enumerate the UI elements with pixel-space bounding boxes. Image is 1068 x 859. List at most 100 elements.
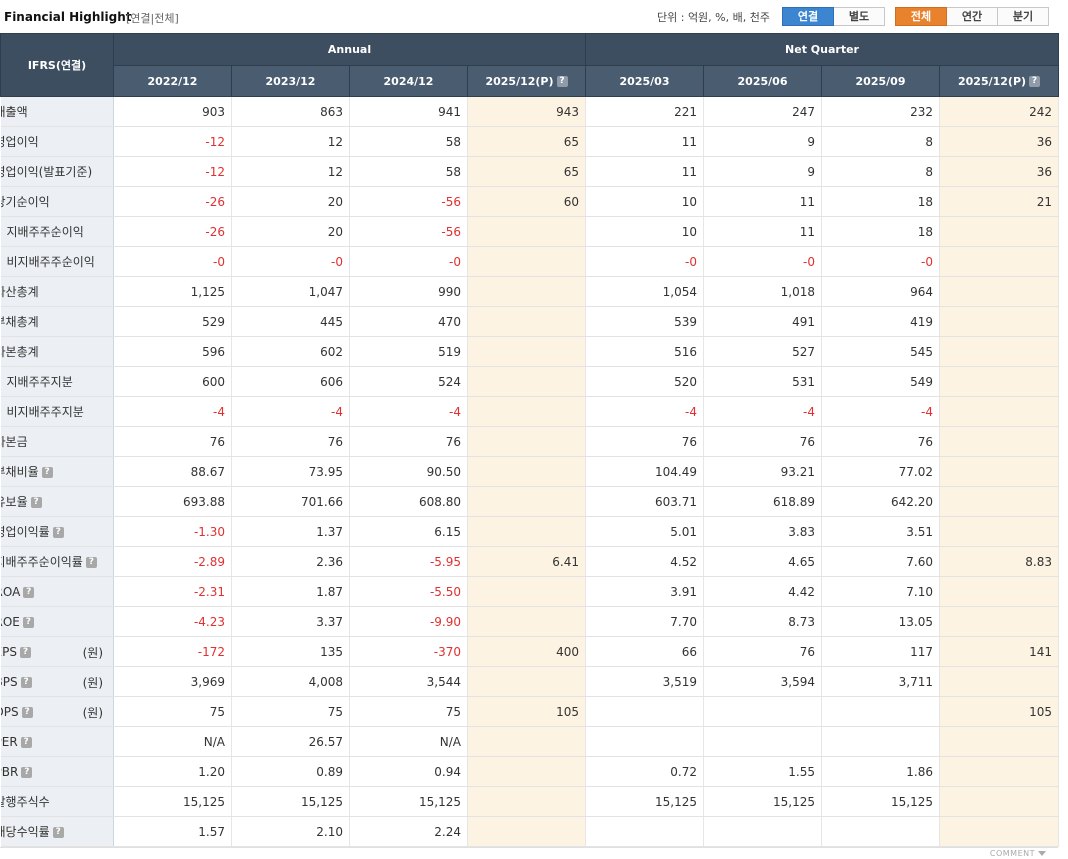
value-cell: 76 <box>821 426 941 457</box>
value-cell: 76 <box>585 426 705 457</box>
value-cell <box>939 216 1060 247</box>
help-icon[interactable]: ? <box>556 76 568 87</box>
row-label-cell: 유보율? <box>0 486 114 517</box>
value-cell: -26 <box>113 216 232 247</box>
value-cell: 93.21 <box>703 456 823 487</box>
row-label-cell: 자산총계 <box>0 276 114 307</box>
value-cell: 135 <box>231 636 350 667</box>
value-cell: 66 <box>585 636 705 667</box>
unit-won-label: (원) <box>82 676 103 690</box>
value-cell: 602 <box>231 336 350 367</box>
row-label: 자산총계 <box>1 285 39 299</box>
value-cell: 4,008 <box>231 666 350 697</box>
value-cell <box>467 726 587 757</box>
value-cell: 12 <box>231 126 350 157</box>
row-label-cell: DPS? (원) <box>0 696 114 727</box>
help-icon[interactable]: ? <box>20 736 32 748</box>
value-cell: -0 <box>231 246 350 277</box>
help-icon[interactable]: ? <box>30 497 42 508</box>
annual-header: Annual <box>112 33 587 66</box>
value-cell: -56 <box>349 186 468 217</box>
value-cell: 11 <box>703 186 823 217</box>
value-cell: -12 <box>113 126 232 157</box>
value-cell: 943 <box>467 96 587 127</box>
value-cell: 76 <box>703 636 823 667</box>
value-cell: 2.10 <box>231 816 350 847</box>
row-label: ROA <box>1 584 21 599</box>
help-icon[interactable]: ? <box>1029 76 1041 87</box>
value-cell <box>467 516 587 547</box>
help-icon[interactable]: ? <box>52 827 64 838</box>
value-cell <box>467 456 587 487</box>
value-cell: -0 <box>703 246 823 277</box>
row-label: 부채비율 <box>1 465 39 479</box>
value-cell: 1.55 <box>703 756 823 787</box>
help-icon[interactable]: ? <box>85 557 97 568</box>
row-label: PBR <box>1 764 19 779</box>
value-cell <box>585 696 705 727</box>
quarter-button[interactable]: 분기 <box>998 7 1049 26</box>
help-icon[interactable]: ? <box>21 706 33 718</box>
row-label: 발행주식수 <box>1 795 50 809</box>
help-icon[interactable]: ? <box>19 646 31 658</box>
consolidated-button[interactable]: 연결 <box>782 7 834 26</box>
value-cell: -0 <box>113 246 232 277</box>
value-cell: 232 <box>821 96 941 127</box>
value-cell: 60 <box>467 186 587 217</box>
value-cell: 531 <box>703 366 823 397</box>
help-icon[interactable]: ? <box>23 586 35 598</box>
row-label: 자본금 <box>1 435 28 449</box>
value-cell: -5.50 <box>349 576 468 607</box>
value-cell: 618.89 <box>703 486 823 517</box>
value-cell <box>467 666 587 697</box>
help-icon[interactable]: ? <box>52 527 64 538</box>
value-cell: 15,125 <box>703 786 823 817</box>
help-icon[interactable]: ? <box>20 676 32 688</box>
help-icon[interactable]: ? <box>22 616 34 628</box>
value-cell: 545 <box>821 336 941 367</box>
value-cell: -5.95 <box>349 546 468 577</box>
value-cell: 104.49 <box>585 456 705 487</box>
value-cell: 221 <box>585 96 705 127</box>
value-cell: 527 <box>703 336 823 367</box>
all-period-button[interactable]: 전체 <box>895 7 947 26</box>
table-row: 지배주주순이익률? -2.89 2.36 -5.95 6.41 4.52 4.65 7.60 8… <box>0 546 1060 577</box>
value-cell: 247 <box>703 96 823 127</box>
value-cell: -9.90 <box>349 606 468 637</box>
value-cell: 524 <box>349 366 468 397</box>
value-cell: 520 <box>585 366 705 397</box>
row-label-cell: 지배주주지분 <box>0 366 114 397</box>
value-cell <box>939 756 1060 787</box>
value-cell: 90.50 <box>349 456 468 487</box>
value-cell: 4.42 <box>703 576 823 607</box>
top-bar: Financial Highlight [연결|전체] 단위 : 억원, %, … <box>0 0 1058 34</box>
value-cell: 88.67 <box>113 456 232 487</box>
value-cell: 10 <box>585 186 705 217</box>
row-label: 당기순이익 <box>1 195 50 209</box>
column-header: 2025/12(P)? <box>939 65 1060 97</box>
value-cell: 5.01 <box>585 516 705 547</box>
row-label-cell: 발행주식수 <box>0 786 114 817</box>
chevron-down-icon <box>1038 851 1046 856</box>
row-label-cell: 자본금 <box>0 426 114 457</box>
value-cell: 516 <box>585 336 705 367</box>
value-cell: 701.66 <box>231 486 350 517</box>
value-cell: 1.37 <box>231 516 350 547</box>
row-label: PER <box>1 734 18 749</box>
row-label: EPS <box>1 644 17 659</box>
help-icon[interactable]: ? <box>41 467 53 478</box>
value-cell: 1,125 <box>113 276 232 307</box>
value-cell: -4 <box>113 396 232 427</box>
row-label: 영업이익률 <box>1 525 50 539</box>
comment-toggle[interactable]: COMMENT <box>990 849 1046 858</box>
value-cell: 529 <box>113 306 232 337</box>
help-icon[interactable]: ? <box>21 766 33 778</box>
separate-button[interactable]: 별도 <box>834 7 885 26</box>
annual-button[interactable]: 연간 <box>947 7 998 26</box>
value-cell: 3,544 <box>349 666 468 697</box>
value-cell: 20 <box>231 186 350 217</box>
value-cell <box>821 726 941 757</box>
